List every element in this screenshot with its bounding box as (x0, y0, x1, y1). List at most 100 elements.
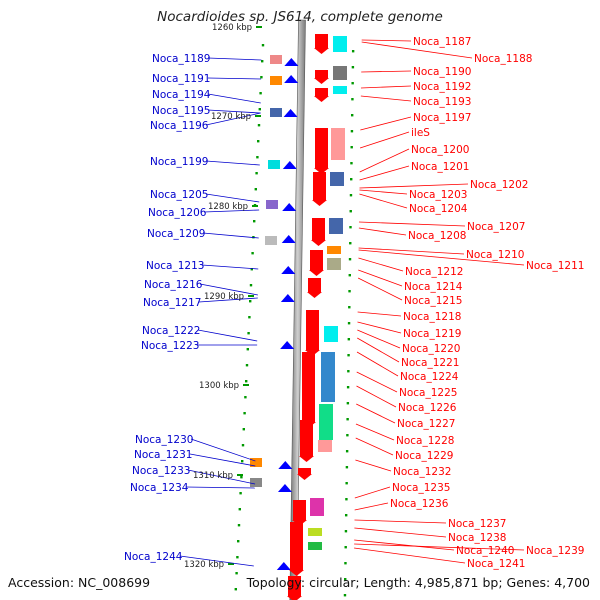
forward-gene-leader (356, 351, 399, 377)
ruler-label: 1310 kbp (193, 471, 233, 481)
reverse-gene-arrow (284, 75, 299, 83)
forward-gene-leader (355, 437, 394, 456)
reverse-gene-arrow (282, 161, 297, 169)
forward-gene-label: Noca_1192 (413, 81, 471, 93)
forward-track-dot (345, 498, 348, 501)
forward-track-dot (347, 322, 351, 325)
forward-track-dot (348, 306, 351, 309)
forward-gene-arrow (309, 270, 324, 276)
forward-gene-label: Noca_1190 (413, 66, 471, 78)
forward-track-dot (343, 594, 347, 597)
ruler-label: 1280 kbp (208, 202, 248, 212)
forward-gene-leader (359, 165, 410, 181)
reverse-track-dot (251, 252, 254, 255)
reverse-track-dot (246, 348, 249, 351)
forward-gene-block (315, 128, 328, 168)
forward-gene-arrow (314, 78, 329, 84)
reverse-gene-arrow (281, 266, 296, 274)
reverse-track-dot (257, 140, 260, 143)
forward-gene-arrow (312, 200, 327, 206)
forward-gene-leader (358, 227, 407, 236)
reverse-gene-leader (205, 112, 261, 126)
forward-gene-feature (329, 218, 343, 234)
forward-track-dot (344, 578, 347, 581)
forward-gene-feature (310, 498, 324, 516)
reverse-gene-feature (268, 160, 280, 169)
forward-gene-block (306, 310, 319, 350)
forward-track-dot (346, 386, 350, 389)
reverse-track-dot (245, 380, 248, 383)
reverse-track-dot (239, 492, 242, 495)
forward-gene-arrow (287, 596, 302, 600)
reverse-gene-arrow (280, 294, 295, 302)
forward-gene-feature (330, 172, 344, 186)
genome-title: Nocardioides sp. JS614, complete genome (157, 9, 443, 25)
reverse-gene-arrow (277, 484, 292, 492)
forward-gene-leader (354, 486, 391, 499)
reverse-gene-label: Noca_1209 (147, 228, 205, 240)
forward-gene-feature (321, 352, 335, 402)
reverse-gene-label: Noca_1199 (150, 156, 208, 168)
forward-gene-label: Noca_1238 (448, 532, 506, 544)
reverse-gene-leader (207, 57, 262, 61)
reverse-track-dot (258, 108, 261, 111)
forward-gene-feature (327, 246, 341, 254)
reverse-track-dot (244, 396, 247, 399)
reverse-track-dot (255, 172, 258, 175)
forward-gene-block (302, 352, 315, 422)
reverse-gene-leader (201, 264, 259, 270)
forward-gene-label: Noca_1212 (405, 266, 463, 278)
forward-gene-leader (354, 539, 455, 551)
forward-track-dot (348, 290, 351, 293)
forward-track-dot (344, 514, 348, 517)
reverse-gene-leader (189, 453, 256, 467)
forward-gene-leader (359, 148, 410, 173)
forward-gene-label: Noca_1229 (395, 450, 453, 462)
forward-gene-label: Noca_1228 (396, 435, 454, 447)
forward-gene-feature (333, 86, 347, 94)
reverse-gene-leader (185, 486, 255, 489)
forward-gene-block (308, 278, 321, 292)
reverse-gene-label: Noca_1217 (143, 297, 201, 309)
forward-track-dot (346, 402, 350, 405)
reverse-gene-leader (197, 329, 258, 342)
forward-track-dot (351, 66, 355, 69)
ruler-label: 1300 kbp (199, 381, 239, 391)
forward-gene-leader (358, 221, 466, 227)
forward-gene-label: ileS (411, 127, 430, 139)
forward-gene-leader (358, 249, 525, 266)
forward-gene-label: Noca_1221 (401, 357, 459, 369)
ruler-label: 1290 kbp (204, 292, 244, 302)
forward-gene-block (293, 500, 306, 520)
forward-gene-label: Noca_1240 (456, 545, 514, 557)
reverse-track-dot (237, 524, 241, 527)
reverse-gene-label: Noca_1189 (152, 53, 210, 65)
reverse-gene-arrow (283, 109, 298, 117)
reverse-track-dot (249, 284, 253, 287)
forward-track-dot (347, 354, 350, 357)
forward-gene-label: Noca_1237 (448, 518, 506, 530)
reverse-gene-label: Noca_1195 (152, 105, 210, 117)
forward-gene-leader (359, 193, 408, 209)
reverse-track-dot (235, 572, 238, 575)
reverse-gene-arrow (280, 341, 295, 349)
reverse-gene-feature (270, 108, 282, 117)
forward-track-dot (344, 562, 347, 565)
reverse-gene-leader (205, 160, 260, 166)
forward-track-dot (351, 98, 354, 101)
forward-gene-leader (357, 311, 402, 317)
forward-gene-leader (361, 41, 473, 59)
forward-gene-label: Noca_1214 (404, 281, 463, 293)
forward-gene-leader (358, 257, 404, 272)
reverse-track-dot (247, 332, 250, 335)
forward-gene-block (312, 218, 325, 240)
forward-gene-feature (324, 326, 338, 342)
forward-track-dot (344, 546, 347, 549)
forward-track-dot (345, 482, 348, 485)
reverse-track-dot (249, 300, 252, 303)
reverse-track-dot (261, 60, 264, 63)
forward-track-dot (351, 50, 355, 53)
reverse-track-dot (245, 364, 249, 367)
reverse-gene-arrow (282, 203, 297, 211)
